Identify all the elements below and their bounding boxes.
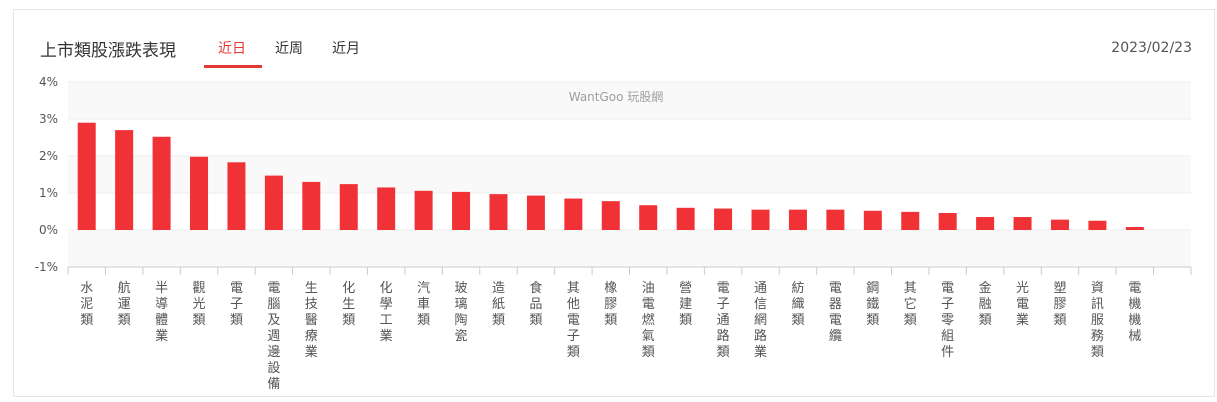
bar: [751, 209, 770, 230]
x-tick-label: 電子通路類: [717, 281, 730, 360]
plot-band: [68, 230, 1191, 267]
x-tick-label: 電子類: [230, 281, 243, 328]
x-tick-label: 化學工業: [380, 281, 393, 344]
tab-day[interactable]: 近日: [218, 41, 246, 57]
bar: [377, 187, 396, 230]
x-tick-label: 食品類: [529, 280, 542, 328]
x-tick-label: 觀光類: [193, 281, 206, 328]
bar: [676, 207, 695, 230]
bar: [714, 208, 733, 230]
bar: [564, 198, 583, 230]
bar: [115, 130, 134, 230]
x-tick-label: 半導體業: [155, 281, 168, 344]
plot-band: [68, 82, 1191, 119]
y-tick-label: -1%: [35, 260, 58, 274]
y-tick-label: 1%: [39, 186, 58, 200]
bar: [826, 209, 845, 230]
bar: [938, 212, 957, 230]
x-tick-label: 資訊服務類: [1091, 281, 1104, 360]
bar: [863, 210, 882, 230]
y-tick-label: 3%: [39, 112, 58, 126]
bar: [1013, 217, 1032, 230]
bar: [227, 162, 246, 230]
x-tick-label: 化生類: [342, 281, 355, 328]
y-tick-label: 0%: [39, 223, 58, 237]
plot-band: [68, 156, 1191, 193]
x-tick-label: 油電燃氣類: [642, 281, 655, 360]
bar: [788, 209, 807, 230]
y-tick-label: 2%: [39, 149, 58, 163]
x-tick-label: 玻璃陶瓷: [455, 281, 468, 344]
date-label: 2023/02/23: [1111, 40, 1192, 56]
x-tick-label: 營建類: [679, 281, 692, 328]
bar: [414, 190, 433, 230]
bar: [152, 136, 171, 230]
bar: [190, 156, 209, 230]
x-tick-label: 紡織類: [791, 281, 804, 328]
bar: [1050, 219, 1069, 230]
x-tick-label: 其它類: [904, 281, 917, 328]
bar: [302, 181, 321, 230]
x-tick-label: 金融類: [979, 280, 992, 328]
active-tab-indicator: [204, 65, 262, 68]
page-title: 上市類股漲跌表現: [40, 41, 176, 61]
bar: [489, 194, 508, 230]
x-tick-label: 造紙類: [492, 281, 505, 328]
bar: [901, 211, 920, 230]
y-tick-label: 4%: [39, 75, 58, 89]
bar: [1125, 227, 1144, 230]
bar: [339, 184, 358, 230]
x-tick-label: 電子零組件: [941, 281, 954, 360]
x-tick-label: 生技醫療業: [305, 281, 318, 360]
chart-card: 上市類股漲跌表現 近日 近周 近月 2023/02/23: [13, 9, 1215, 397]
x-tick-label: 汽車類: [417, 281, 430, 328]
bar: [601, 201, 620, 230]
x-tick-label: 橡膠類: [604, 281, 617, 328]
x-tick-label: 鋼鐵類: [866, 281, 879, 328]
x-tick-label: 航運類: [118, 280, 131, 328]
x-tick-label: 電器電纜: [829, 281, 842, 344]
bar: [639, 205, 658, 230]
bar: [1088, 220, 1107, 230]
bar: [452, 191, 471, 230]
x-tick-label: 電腦及週邊設備: [267, 281, 280, 392]
x-tick-label: 其他電子類: [567, 281, 580, 360]
watermark: WantGoo 玩股網: [569, 90, 664, 104]
tab-month[interactable]: 近月: [332, 41, 360, 57]
bar: [77, 122, 96, 230]
x-tick-label: 水泥類: [80, 281, 93, 328]
bar: [976, 217, 995, 230]
bar: [526, 195, 545, 230]
x-tick-label: 光電業: [1016, 281, 1029, 328]
bar: [264, 175, 283, 230]
x-tick-label: 塑膠類: [1053, 281, 1066, 328]
x-tick-label: 通信網路業: [754, 281, 767, 360]
x-tick-label: 電機機械: [1128, 281, 1141, 344]
tab-week[interactable]: 近周: [275, 41, 303, 57]
